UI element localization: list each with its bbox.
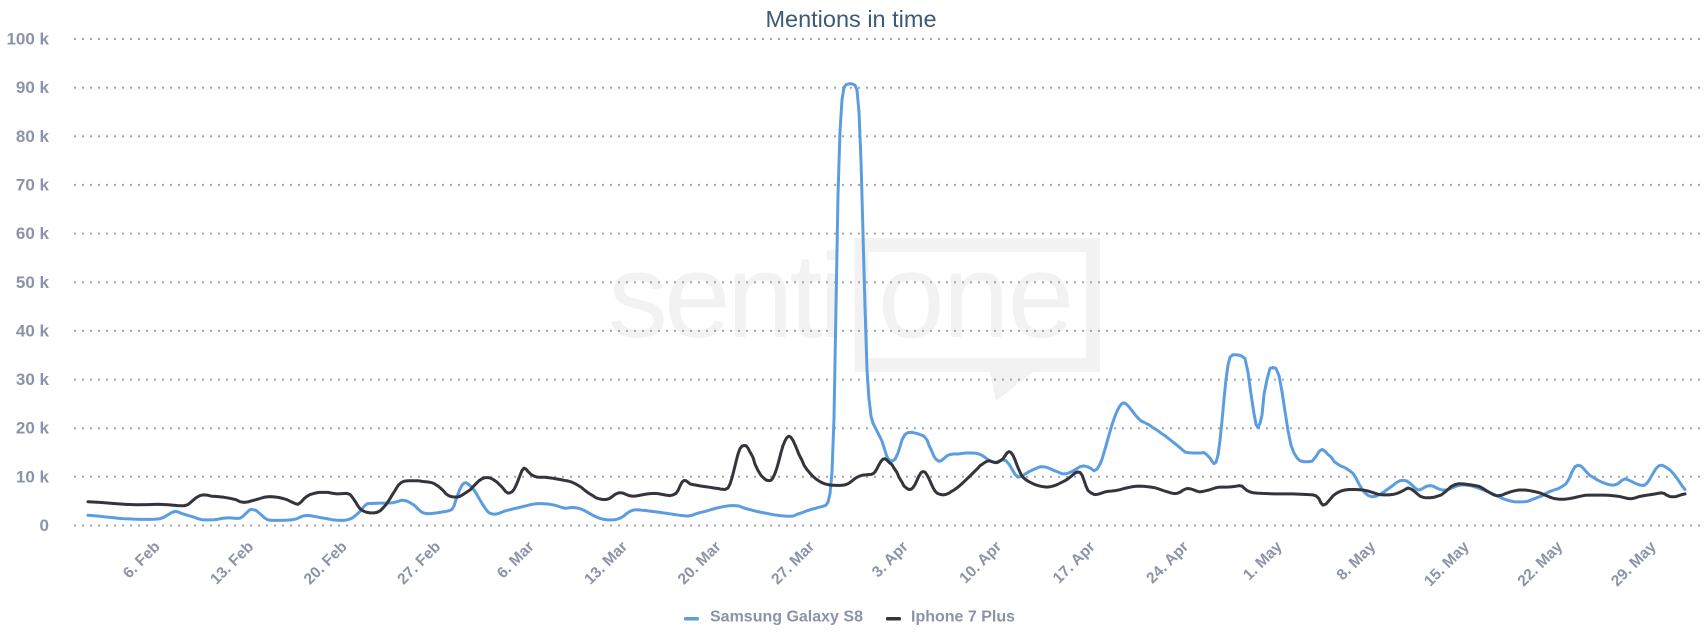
- svg-text:90 k: 90 k: [16, 78, 50, 97]
- svg-text:10 k: 10 k: [16, 467, 50, 486]
- svg-text:80 k: 80 k: [16, 127, 50, 146]
- svg-text:Samsung Galaxy S8: Samsung Galaxy S8: [710, 609, 863, 626]
- svg-text:Mentions in time: Mentions in time: [765, 6, 936, 32]
- svg-text:60 k: 60 k: [16, 224, 50, 243]
- svg-text:30 k: 30 k: [16, 370, 50, 389]
- svg-text:0: 0: [40, 516, 49, 535]
- svg-text:senti: senti: [608, 229, 841, 363]
- svg-text:20 k: 20 k: [16, 419, 50, 438]
- svg-text:40 k: 40 k: [16, 321, 50, 340]
- svg-text:Iphone 7 Plus: Iphone 7 Plus: [911, 609, 1015, 626]
- svg-text:50 k: 50 k: [16, 273, 50, 292]
- svg-text:70 k: 70 k: [16, 175, 50, 194]
- svg-text:100 k: 100 k: [6, 30, 49, 49]
- svg-text:one: one: [878, 229, 1072, 363]
